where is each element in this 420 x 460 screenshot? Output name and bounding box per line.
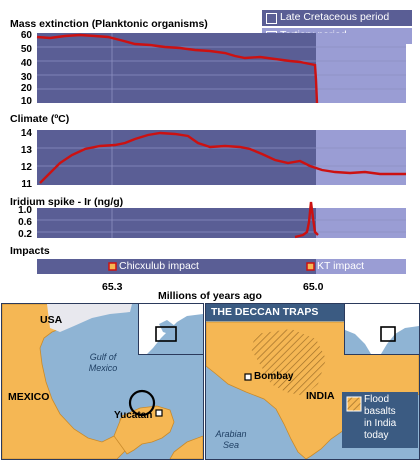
gulf-label-line1: Gulf of — [89, 352, 117, 362]
impacts-title: Impacts — [10, 245, 50, 257]
legend-swatch-cretaceous — [266, 13, 277, 24]
label-india: INDIA — [306, 390, 335, 402]
climate-tick-12: 12 — [20, 162, 32, 173]
label-mexico: MEXICO — [8, 391, 50, 403]
kt-impact-label: KT impact — [317, 260, 365, 272]
deccan-title-bar: THE DECCAN TRAPS — [206, 304, 346, 321]
chicxulub-impact-label: Chicxulub impact — [119, 260, 199, 272]
label-bombay: Bombay — [254, 371, 294, 382]
iridium-title: Iridium spike - Ir (ng/g) — [10, 196, 124, 208]
mass-extinction-panel — [36, 33, 406, 104]
label-yucatan: Yucatan — [114, 410, 153, 421]
climate-tick-14: 14 — [20, 128, 32, 139]
label-gulf-of-mexico: Gulf of Mexico — [80, 352, 126, 374]
deccan-map-shapes — [206, 321, 419, 459]
mass-tick-30: 30 — [20, 72, 32, 83]
climate-tick-13: 13 — [20, 145, 32, 156]
climate-panel — [37, 130, 406, 185]
x-tick-65.0: 65.0 — [303, 281, 324, 293]
iridium-tick-1.0: 1.0 — [18, 205, 32, 216]
legend-late-cretaceous: Late Cretaceous period — [262, 10, 412, 26]
mass-tick-40: 40 — [20, 58, 32, 69]
x-axis-label: Millions of years ago — [158, 290, 262, 302]
mass-tick-60: 60 — [20, 30, 32, 41]
mass-tick-50: 50 — [20, 44, 32, 55]
flood-basalt-line2: basalts — [364, 406, 396, 417]
iridium-panel — [37, 201, 406, 239]
mass-tick-20: 20 — [20, 83, 32, 94]
flood-basalt-line4: today — [364, 430, 389, 441]
mass-tick-10: 10 — [20, 96, 32, 107]
deccan-inset-map — [344, 304, 419, 355]
impacts-panel — [37, 259, 406, 274]
mass-extinction-title: Mass extinction (Planktonic organisms) — [10, 18, 208, 30]
x-tick-65.3: 65.3 — [102, 281, 123, 293]
sea-label-line1: Arabian — [215, 429, 247, 439]
iridium-tick-0.6: 0.6 — [18, 217, 32, 228]
iridium-tick-0.2: 0.2 — [18, 229, 32, 240]
flood-basalt-swatch — [346, 396, 362, 412]
gulf-inset-map — [138, 304, 203, 355]
legend-label-cretaceous: Late Cretaceous period — [280, 11, 390, 23]
sea-label-line2: Sea — [222, 440, 239, 450]
flood-basalt-line1: Flood — [364, 394, 390, 405]
chart-area — [36, 33, 406, 274]
climate-tick-11: 11 — [21, 179, 32, 190]
flood-basalt-legend: Flood basalts in India today — [342, 392, 418, 448]
gulf-map-shapes — [2, 304, 203, 459]
label-usa: USA — [40, 314, 63, 326]
map-deccan-traps: THE DECCAN TRAPS Bombay INDIA Arabian Se… — [205, 303, 420, 460]
flood-basalt-text: Flood basalts in India today — [364, 394, 396, 442]
label-arabian-sea: Arabian Sea — [211, 429, 251, 451]
climate-title: Climate (ºC) — [10, 113, 70, 125]
map-gulf-of-mexico: USA MEXICO Gulf of Mexico Yucatan — [1, 303, 204, 460]
deccan-title: THE DECCAN TRAPS — [211, 306, 319, 318]
flood-basalt-line3: in India — [364, 418, 397, 429]
gulf-label-line2: Mexico — [88, 363, 118, 373]
